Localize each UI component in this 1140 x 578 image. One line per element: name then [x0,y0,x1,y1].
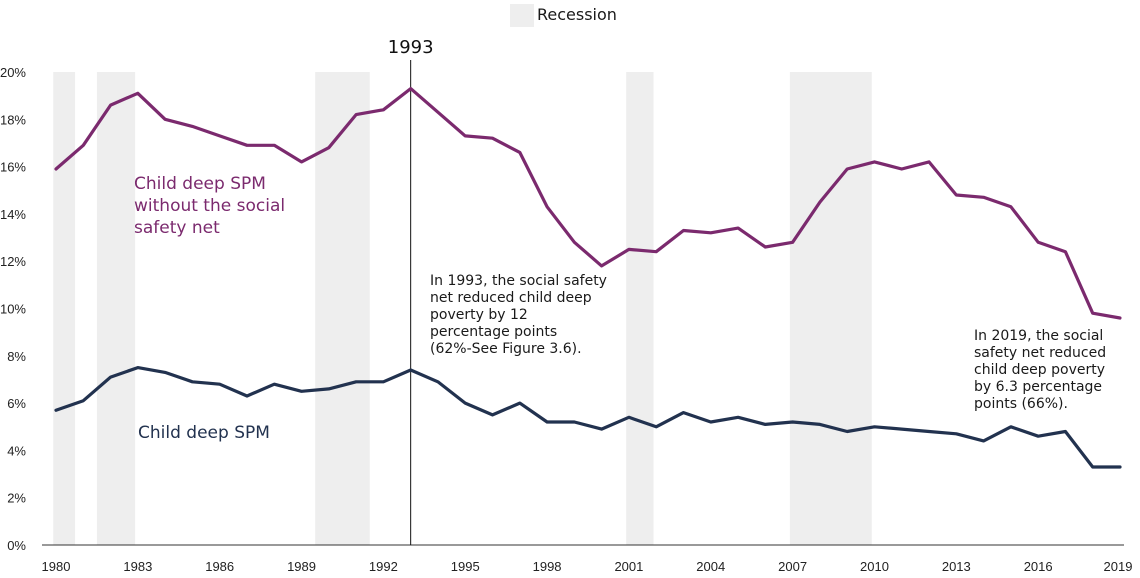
x-tick-label: 2019 [1104,559,1133,574]
y-tick-label: 4% [7,443,26,458]
recession-band-1 [96,72,136,545]
y-tick-label: 18% [0,112,26,127]
x-tick-label: 2001 [614,559,643,574]
x-tick-label: 2013 [942,559,971,574]
x-tick-label: 1995 [451,559,480,574]
recession-band-3 [626,72,654,545]
series-labels: Child deep SPM without the social safety n… [134,174,285,443]
y-tick-label: 12% [0,254,26,269]
x-tick-label: 2010 [860,559,889,574]
x-tick-label: 2004 [696,559,725,574]
series-label-1: Child deep SPM [138,423,270,443]
recession-band-2 [315,72,370,545]
y-tick-label: 2% [7,491,26,506]
y-tick-label: 20% [0,65,26,80]
annot-1993: In 1993, the social safety net reduced ch… [430,273,607,357]
x-axis: 1980 1983 1986 1989 1992 1995 1998 2001 2004 2007… [42,559,1133,574]
y-tick-label: 6% [7,396,26,411]
legend: Recession [510,4,617,27]
marker-label: 1993 [388,37,434,58]
legend-label-recession: Recession [537,5,617,24]
x-tick-label: 1989 [287,559,316,574]
x-tick-label: 1983 [123,559,152,574]
series-line-0 [54,86,1122,320]
x-tick-label: 1986 [205,559,234,574]
annotations: In 1993, the social safety net reduced ch… [430,273,1106,412]
recession-band-4 [789,72,872,545]
y-tick-label: 0% [7,538,26,553]
x-tick-label: 2007 [778,559,807,574]
recession-band-0 [53,72,76,545]
y-axis: 0% 2% 4% 6% 8% 10% 12% 14% 16% 18% 20% [0,65,26,553]
series-lines [54,86,1122,469]
annot-2019: In 2019, the social safety net reduced chi… [974,328,1106,412]
y-tick-label: 14% [0,207,26,222]
y-tick-label: 10% [0,302,26,317]
x-tick-label: 1998 [533,559,562,574]
y-tick-label: 8% [7,349,26,364]
x-tick-label: 2016 [1024,559,1053,574]
x-tick-label: 1980 [42,559,71,574]
marker-1993: 1993 [388,37,434,545]
x-tick-label: 1992 [369,559,398,574]
legend-swatch-recession [510,4,534,27]
recession-bands [53,72,872,545]
y-tick-label: 16% [0,160,26,175]
series-line-1 [54,366,1122,469]
series-label-0: Child deep SPM without the social safety n… [134,174,285,238]
